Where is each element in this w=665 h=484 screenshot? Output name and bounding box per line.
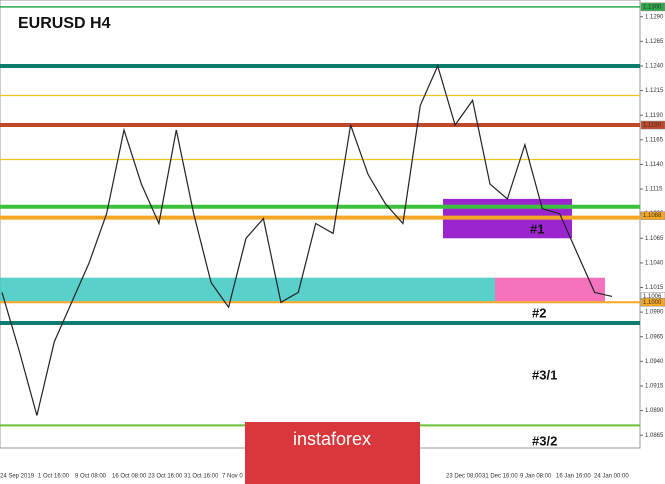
- y-tick-label: 1.1190: [645, 113, 664, 119]
- x-tick-label: 9 Jan 08:00: [520, 474, 552, 480]
- price-tag-label: 1.1088: [643, 213, 662, 219]
- annotation: #1: [530, 221, 544, 236]
- y-tick-label: 1.1265: [645, 39, 664, 45]
- annotation: #3/2: [532, 433, 557, 448]
- x-tick-label: 9 Oct 08:00: [75, 474, 107, 480]
- y-tick-label: 1.1040: [645, 260, 664, 266]
- annotation: #2: [532, 305, 546, 320]
- y-tick-label: 1.1165: [645, 137, 664, 143]
- x-tick-label: 16 Jan 16:00: [556, 474, 591, 480]
- y-tick-label: 1.1015: [645, 285, 664, 291]
- x-tick-label: 24 Jan 00:00: [594, 474, 629, 480]
- price-line: [1, 64, 613, 416]
- y-tick-label: 1.1115: [645, 187, 663, 193]
- price-tag-label: 1.1300: [643, 4, 662, 10]
- y-tick-label: 1.1140: [645, 162, 664, 168]
- x-tick-label: 31 Dec 16:00: [482, 474, 518, 480]
- price-tag: [640, 298, 665, 307]
- price-tag-label: 1.1180: [643, 123, 662, 129]
- y-tick-label: 1.0865: [645, 433, 664, 439]
- price-tag: [640, 211, 665, 220]
- price-tag: [640, 120, 665, 130]
- y-tick-label: 1.0940: [645, 359, 664, 365]
- y-tick-label: 1.0965: [645, 334, 664, 340]
- annotation: #3/1: [532, 367, 557, 382]
- logo-box: [245, 422, 420, 484]
- y-tick-label: 1.1290: [645, 14, 664, 20]
- y-tick-label: 1.1215: [645, 88, 664, 94]
- x-tick-label: 31 Oct 16:00: [184, 474, 219, 480]
- x-tick-label: 23 Oct 16:00: [148, 474, 183, 480]
- x-tick-label: 1 Oct 16:00: [38, 474, 70, 480]
- price-tag-label: 1.1006: [643, 294, 662, 300]
- logo: instaforex: [293, 429, 371, 449]
- x-tick-label: 7 Nov 0: [222, 474, 243, 480]
- chart-title: EURUSD H4: [18, 15, 111, 32]
- zone: [0, 277, 495, 302]
- price-tag: [640, 2, 665, 12]
- y-tick-label: 1.1065: [645, 236, 664, 242]
- y-tick-label: 1.1240: [645, 64, 664, 70]
- x-tick-label: 24 Sep 2019: [0, 474, 35, 480]
- zone: [495, 277, 605, 302]
- y-tick-label: 1.0990: [645, 310, 664, 316]
- y-tick-label: 1.0915: [645, 384, 664, 390]
- x-tick-label: 16 Oct 08:00: [112, 474, 147, 480]
- y-tick-label: 1.0890: [645, 408, 664, 414]
- price-tag-label: 1.1000: [643, 300, 662, 306]
- x-tick-label: 23 Dec 08:00: [446, 474, 482, 480]
